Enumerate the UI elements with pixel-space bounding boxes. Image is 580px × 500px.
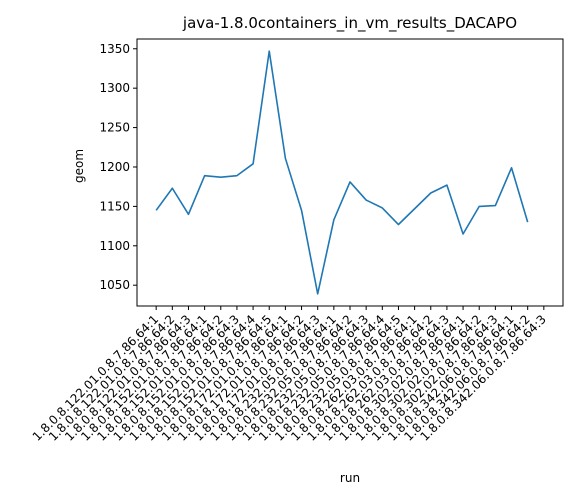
axes-frame: [136, 38, 564, 307]
y-axis: 1050 1100 1150 1200 1250 1300 1350: [99, 42, 137, 292]
series-line: [155, 50, 529, 295]
y-tick-label: 1100: [99, 239, 130, 253]
plot-area: [136, 38, 564, 307]
y-tick-label: 1250: [99, 121, 130, 135]
y-tick-label: 1150: [99, 199, 130, 213]
chart-title: java-1.8.0containers_in_vm_results_DACAP…: [182, 14, 517, 33]
y-tick-label: 1350: [99, 42, 130, 56]
y-tick-label: 1200: [99, 160, 130, 174]
x-axis-label: run: [340, 471, 360, 485]
x-axis: 1.8.0.8.122.01.0.8.7.86.64:11.8.0.8.122.…: [30, 306, 549, 444]
y-axis-label: geom: [72, 149, 86, 183]
y-tick-label: 1300: [99, 81, 130, 95]
y-tick-label: 1050: [99, 278, 130, 292]
